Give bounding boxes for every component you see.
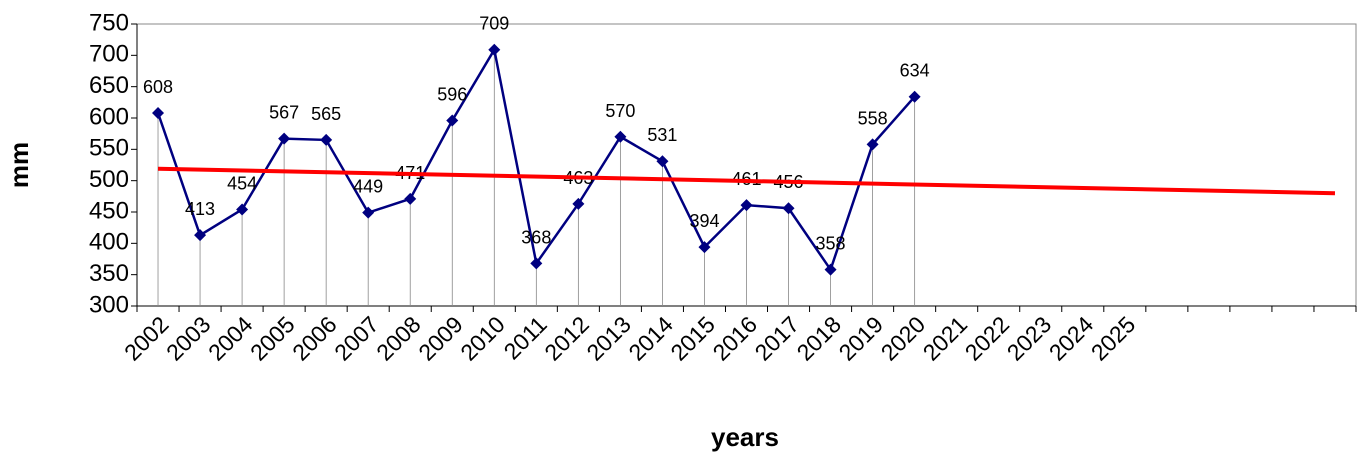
x-tick-label: 2016 bbox=[707, 311, 762, 366]
x-tick-label: 2012 bbox=[539, 311, 594, 366]
x-tick-label: 2020 bbox=[876, 311, 931, 366]
data-label: 565 bbox=[311, 104, 341, 124]
data-label: 531 bbox=[647, 125, 677, 145]
x-tick-label: 2011 bbox=[498, 311, 551, 364]
point bbox=[446, 114, 459, 127]
x-tick-label: 2023 bbox=[1002, 311, 1057, 366]
y-tick-label: 400 bbox=[89, 229, 129, 256]
point bbox=[236, 203, 249, 216]
data-label: 454 bbox=[227, 173, 257, 193]
x-tick-label: 2017 bbox=[750, 311, 805, 366]
x-tick-label: 2022 bbox=[960, 311, 1015, 366]
x-tick-label: 2007 bbox=[329, 311, 384, 366]
point bbox=[530, 257, 543, 270]
data-label: 596 bbox=[437, 85, 467, 105]
y-tick-label: 300 bbox=[89, 291, 129, 318]
x-tick-label: 2019 bbox=[834, 311, 889, 366]
y-tick-label: 450 bbox=[89, 197, 129, 224]
point bbox=[362, 206, 375, 219]
data-label: 413 bbox=[185, 199, 215, 219]
point bbox=[740, 199, 753, 212]
x-tick-label: 2014 bbox=[623, 311, 678, 366]
x-tick-label: 2010 bbox=[455, 311, 510, 366]
point bbox=[614, 130, 627, 143]
y-axis-label: mm bbox=[4, 142, 34, 188]
data-label: 709 bbox=[479, 14, 509, 34]
data-label: 634 bbox=[900, 61, 930, 81]
x-tick-label: 2025 bbox=[1086, 311, 1141, 366]
point bbox=[656, 155, 669, 168]
x-tick-label: 2004 bbox=[203, 311, 258, 366]
y-tick-label: 350 bbox=[89, 260, 129, 287]
data-label: 558 bbox=[858, 108, 888, 128]
point bbox=[194, 229, 207, 242]
x-tick-label: 2009 bbox=[413, 311, 468, 366]
y-tick-label: 550 bbox=[89, 135, 129, 162]
point bbox=[698, 241, 711, 254]
x-tick-label: 2015 bbox=[665, 311, 720, 366]
data-label: 449 bbox=[353, 177, 383, 197]
data-label: 567 bbox=[269, 103, 299, 123]
x-axis-label: years bbox=[711, 422, 779, 452]
y-tick-label: 750 bbox=[89, 9, 129, 36]
point bbox=[908, 90, 921, 103]
y-tick-label: 700 bbox=[89, 41, 129, 68]
x-tick-label: 2013 bbox=[581, 311, 636, 366]
data-label: 358 bbox=[816, 234, 846, 254]
x-tick-label: 2003 bbox=[161, 311, 216, 366]
trend-line bbox=[157, 166, 1336, 196]
x-tick-label: 2021 bbox=[918, 311, 973, 366]
data-label: 394 bbox=[689, 211, 719, 231]
y-tick-label: 650 bbox=[89, 72, 129, 99]
y-tick-label: 600 bbox=[89, 103, 129, 130]
data-label: 608 bbox=[143, 77, 173, 97]
x-tick-label: 2006 bbox=[287, 311, 342, 366]
point bbox=[278, 132, 291, 145]
point bbox=[866, 138, 879, 151]
y-tick-label: 500 bbox=[89, 166, 129, 193]
x-tick-label: 2005 bbox=[245, 311, 300, 366]
point bbox=[782, 202, 795, 215]
point bbox=[320, 133, 333, 146]
point bbox=[824, 263, 837, 276]
x-tick-label: 2002 bbox=[119, 311, 174, 366]
x-tick-label: 2008 bbox=[371, 311, 426, 366]
data-label: 368 bbox=[521, 227, 551, 247]
x-tick-label: 2018 bbox=[792, 311, 847, 366]
data-label: 570 bbox=[605, 101, 635, 121]
point bbox=[488, 43, 501, 56]
x-tick-label: 2024 bbox=[1044, 311, 1099, 366]
point bbox=[152, 106, 165, 119]
point bbox=[572, 197, 585, 210]
point bbox=[404, 192, 417, 205]
